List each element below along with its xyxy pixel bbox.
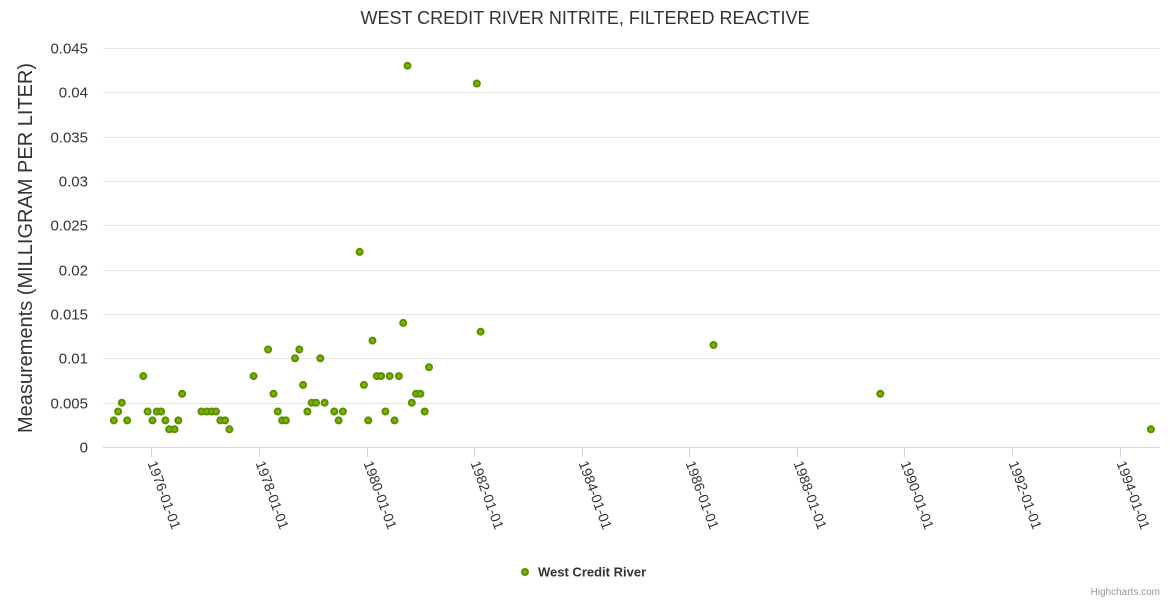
x-tick-label: 1986-01-01 (683, 459, 723, 532)
data-point[interactable] (212, 407, 220, 416)
y-tick-label: 0.045 (50, 41, 88, 58)
data-point[interactable] (709, 341, 718, 349)
data-point[interactable] (312, 398, 320, 407)
chart-title: WEST CREDIT RIVER NITRITE, FILTERED REAC… (360, 8, 809, 28)
data-point[interactable] (139, 372, 148, 381)
data-point[interactable] (174, 416, 183, 425)
data-point[interactable] (364, 416, 373, 425)
legend-marker-icon[interactable] (521, 568, 529, 576)
y-tick-label: 0.04 (59, 85, 88, 102)
data-point[interactable] (394, 372, 403, 381)
data-point[interactable] (316, 354, 325, 363)
data-point[interactable] (476, 327, 485, 336)
y-axis-ticks: 0 0.005 0.01 0.015 0.02 0.025 0.03 0.035 0.04 0.0… (50, 41, 88, 457)
data-point[interactable] (269, 389, 278, 398)
credits-link[interactable]: Highcharts.com (1091, 587, 1160, 598)
data-point[interactable] (1146, 425, 1155, 434)
grid-lines (103, 48, 1160, 404)
data-point[interactable] (148, 416, 157, 425)
data-point[interactable] (295, 345, 304, 354)
data-point[interactable] (359, 380, 368, 389)
y-tick-label: 0.01 (59, 351, 88, 368)
data-point[interactable] (249, 372, 258, 381)
data-point[interactable] (390, 416, 399, 425)
data-point[interactable] (381, 407, 390, 416)
data-point[interactable] (225, 425, 234, 434)
y-tick-label: 0.03 (59, 174, 88, 191)
data-point[interactable] (377, 372, 386, 381)
y-tick-label: 0.02 (59, 263, 88, 280)
data-point[interactable] (221, 416, 230, 425)
data-point[interactable] (334, 416, 343, 425)
data-point[interactable] (368, 336, 377, 345)
x-tick-label: 1976-01-01 (145, 459, 185, 532)
data-point[interactable] (355, 247, 364, 256)
data-point[interactable] (399, 318, 408, 327)
data-point[interactable] (472, 79, 481, 88)
data-point[interactable] (385, 372, 394, 381)
data-point[interactable] (403, 61, 412, 70)
data-point[interactable] (170, 425, 179, 434)
y-tick-label: 0.025 (50, 218, 88, 235)
x-tick-label: 1978-01-01 (253, 459, 293, 532)
data-point[interactable] (320, 398, 329, 407)
data-point[interactable] (299, 380, 308, 389)
data-point[interactable] (109, 416, 118, 425)
data-point[interactable] (178, 389, 187, 398)
x-tick-label: 1982-01-01 (468, 459, 508, 532)
data-point[interactable] (876, 389, 885, 398)
x-tick-label: 1992-01-01 (1006, 459, 1046, 532)
x-tick-label: 1980-01-01 (361, 459, 401, 532)
legend-label[interactable]: West Credit River (538, 565, 646, 580)
data-point[interactable] (407, 398, 416, 407)
y-tick-label: 0 (80, 440, 88, 457)
data-point[interactable] (338, 407, 347, 416)
x-tick-label: 1990-01-01 (898, 459, 938, 532)
data-point[interactable] (161, 416, 170, 425)
data-point[interactable] (303, 407, 312, 416)
data-point[interactable] (281, 416, 290, 425)
data-point[interactable] (157, 407, 166, 416)
x-tick-label: 1988-01-01 (791, 459, 831, 532)
y-tick-label: 0.035 (50, 130, 88, 147)
data-point[interactable] (123, 416, 132, 425)
y-tick-label: 0.005 (50, 396, 88, 413)
data-point[interactable] (264, 345, 273, 354)
data-point[interactable] (291, 354, 299, 363)
y-tick-label: 0.015 (50, 307, 88, 324)
data-point[interactable] (425, 363, 433, 372)
series-points (109, 61, 1155, 434)
data-point[interactable] (143, 407, 152, 416)
legend[interactable]: West Credit River (521, 565, 646, 580)
x-axis-ticks: 1976-01-01 1978-01-01 1980-01-01 1982-01-01… (145, 447, 1154, 532)
data-point[interactable] (330, 407, 339, 416)
data-point[interactable] (117, 398, 126, 407)
x-tick-label: 1984-01-01 (576, 459, 616, 532)
data-point[interactable] (114, 407, 123, 416)
y-axis-label: Measurements (MILLIGRAM PER LITER) (15, 63, 37, 433)
data-point[interactable] (416, 389, 425, 398)
data-point[interactable] (273, 407, 282, 416)
data-point[interactable] (420, 407, 429, 416)
x-tick-label: 1994-01-01 (1114, 459, 1154, 532)
